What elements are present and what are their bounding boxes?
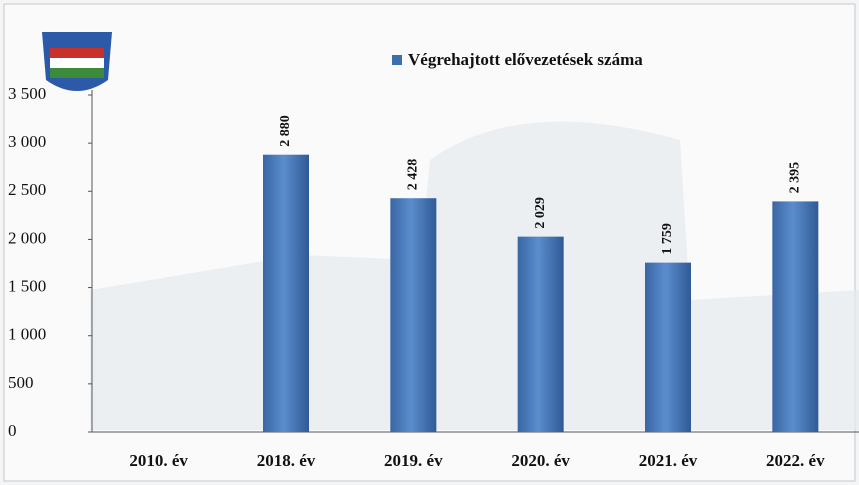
bar — [645, 263, 691, 432]
y-tick-label: 2 000 — [8, 228, 46, 247]
bar — [390, 198, 436, 432]
value-label: 2 880 — [278, 115, 293, 147]
bar — [772, 201, 818, 432]
x-tick-label: 2010. év — [129, 451, 188, 470]
logo — [42, 32, 112, 91]
value-label: 2 029 — [533, 197, 548, 229]
chart: Végrehajtott elővezetések száma 0 500 1 00… — [0, 0, 859, 485]
y-tick-label: 3 500 — [8, 84, 46, 103]
bar — [518, 237, 564, 432]
value-label: 2 395 — [788, 162, 803, 194]
x-tick-label: 2019. év — [384, 451, 443, 470]
x-tick-label: 2021. év — [639, 451, 698, 470]
y-tick-label: 2 500 — [8, 180, 46, 199]
x-tick-label: 2022. év — [766, 451, 825, 470]
y-tick-label: 0 — [8, 421, 17, 440]
x-tick-label: 2018. év — [257, 451, 316, 470]
value-label: 1 759 — [660, 223, 675, 255]
x-tick-label: 2020. év — [511, 451, 570, 470]
y-tick-label: 3 000 — [8, 132, 46, 151]
value-label: 2 428 — [406, 159, 421, 191]
y-tick-label: 1 000 — [8, 325, 46, 344]
y-tick-label: 500 — [8, 373, 34, 392]
bar — [263, 155, 309, 432]
legend-label: Végrehajtott elővezetések száma — [408, 50, 643, 69]
legend-swatch — [392, 55, 402, 65]
y-tick-label: 1 500 — [8, 276, 46, 295]
